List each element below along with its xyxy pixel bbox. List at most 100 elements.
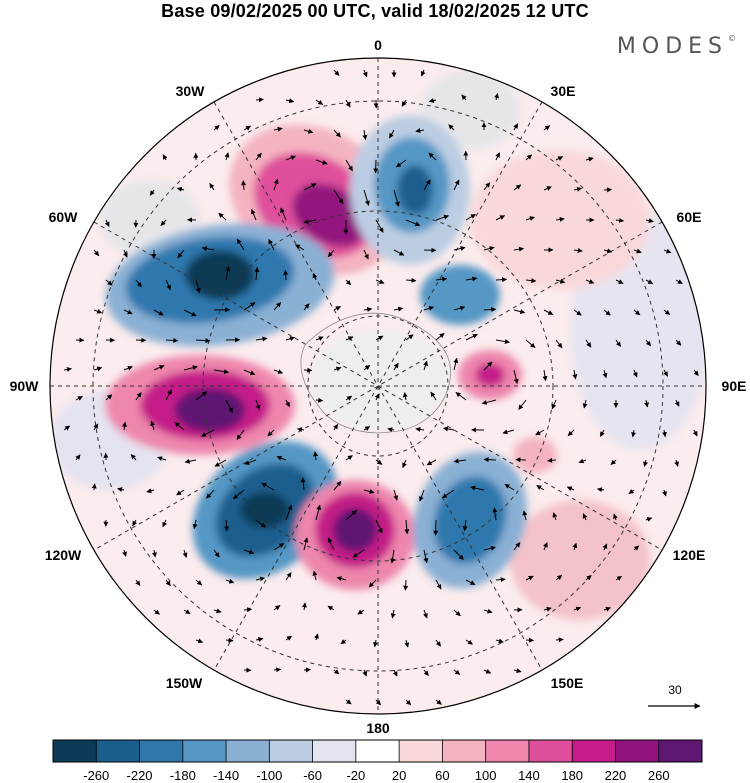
colorbar-label: 60 xyxy=(435,768,450,783)
wind-vector xyxy=(243,607,253,613)
wind-vector xyxy=(453,458,467,464)
chart-title: Base 09/02/2025 00 UTC, valid 18/02/2025… xyxy=(161,1,589,21)
colorbar-swatch xyxy=(442,740,487,762)
wind-vector xyxy=(525,216,535,221)
wind-vector xyxy=(214,459,227,467)
wind-vector xyxy=(105,279,113,286)
wind-vector xyxy=(123,309,133,315)
wind-vector xyxy=(403,579,409,591)
wind-vector xyxy=(315,159,328,165)
wind-vector xyxy=(552,512,558,521)
wind-vector xyxy=(674,459,679,467)
colorbar-label: -260 xyxy=(83,768,110,783)
lon-label-0: 0 xyxy=(374,37,382,53)
wind-vector xyxy=(435,579,442,590)
wind-vector xyxy=(633,545,640,551)
wind-vector xyxy=(543,542,548,551)
lon-label-30e: 30E xyxy=(551,83,576,99)
wind-vector xyxy=(644,399,649,408)
wind-vector xyxy=(393,362,399,371)
wind-vector xyxy=(513,668,522,674)
wind-vector xyxy=(525,154,533,161)
wind-vector xyxy=(492,507,498,521)
wind-vector xyxy=(615,339,622,347)
wind-vector xyxy=(585,156,594,162)
wind-vector xyxy=(483,361,493,371)
lon-label-150w: 150W xyxy=(166,675,203,691)
wind-vector xyxy=(345,699,352,705)
wind-vector xyxy=(555,574,563,581)
wind-vector xyxy=(483,182,491,191)
wind-vector xyxy=(267,429,275,437)
wind-vector xyxy=(183,365,198,371)
wind-vector xyxy=(254,266,260,281)
colorbar-label: 180 xyxy=(561,768,584,783)
wind-vector xyxy=(390,549,396,564)
wind-vector xyxy=(63,425,71,431)
wind-vector xyxy=(465,213,476,221)
wind-vector xyxy=(390,609,396,619)
wind-vector xyxy=(93,423,99,431)
wind-vector xyxy=(645,339,652,347)
wind-vector xyxy=(423,305,435,311)
wind-vector xyxy=(483,608,493,614)
wind-vector xyxy=(345,510,358,521)
lon-label-30w: 30W xyxy=(176,83,206,99)
wind-vector xyxy=(631,429,637,438)
wind-vector xyxy=(177,249,185,259)
wind-vector xyxy=(363,249,369,260)
wind-vector xyxy=(465,276,478,282)
wind-vector xyxy=(336,576,347,582)
wind-vector xyxy=(363,364,371,371)
wind-vector xyxy=(333,480,342,491)
wind-vector xyxy=(525,339,536,348)
wind-vector xyxy=(615,217,625,223)
wind-vector xyxy=(176,186,185,192)
wind-vector xyxy=(603,309,611,316)
wind-vector xyxy=(273,178,279,191)
modes-logo: MODES© xyxy=(617,34,736,59)
wind-vector xyxy=(428,98,437,103)
wind-vector xyxy=(313,451,319,461)
wind-vector xyxy=(315,99,324,105)
wind-vector xyxy=(465,639,473,645)
wind-vector xyxy=(268,238,275,251)
wind-vector xyxy=(615,575,622,581)
wind-vector xyxy=(236,238,245,251)
wind-vector xyxy=(285,572,292,581)
wind-vector xyxy=(285,155,296,161)
wind-vector xyxy=(162,154,168,161)
wind-vector xyxy=(375,699,381,706)
wind-vector xyxy=(603,606,611,612)
wind-vector xyxy=(153,309,164,316)
wind-vector xyxy=(596,487,605,493)
anomaly-field xyxy=(50,58,706,714)
wind-vector xyxy=(551,399,557,410)
wind-vector xyxy=(303,303,310,311)
colorbar-label: 20 xyxy=(391,768,407,783)
wind-vector xyxy=(495,215,506,221)
wind-vector xyxy=(315,504,322,521)
wind-vector xyxy=(327,537,335,551)
wind-vector xyxy=(663,309,671,316)
wind-vector xyxy=(513,542,521,551)
wind-vector xyxy=(301,602,307,611)
wind-vector xyxy=(495,277,508,283)
wind-vector xyxy=(209,182,215,191)
wind-vector xyxy=(393,489,399,501)
wind-vector xyxy=(195,579,203,586)
wind-vector xyxy=(573,248,583,253)
wind-vector xyxy=(375,459,383,465)
wind-vector xyxy=(495,152,500,161)
wind-vector xyxy=(165,579,171,587)
wind-vector xyxy=(213,125,220,131)
wind-vector xyxy=(692,429,698,437)
wind-vector xyxy=(389,129,395,139)
wind-vector xyxy=(470,485,485,491)
wind-vector xyxy=(374,393,380,401)
wind-vector xyxy=(149,189,155,196)
wind-vector xyxy=(183,609,191,615)
wind-vector xyxy=(314,633,319,641)
wind-vector xyxy=(393,249,405,256)
lon-label-120w: 120W xyxy=(45,547,82,563)
